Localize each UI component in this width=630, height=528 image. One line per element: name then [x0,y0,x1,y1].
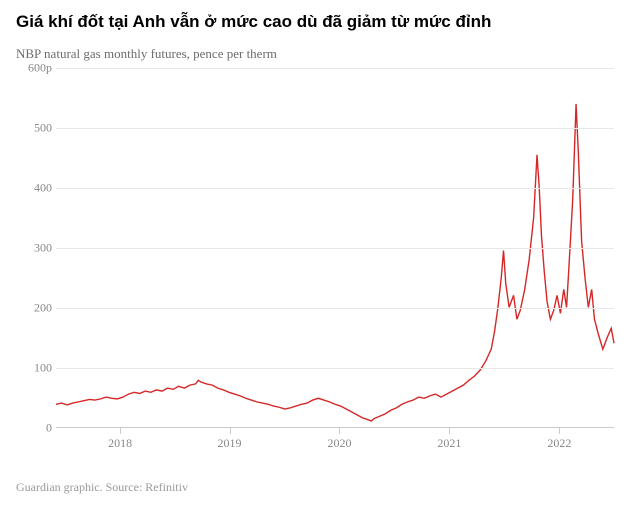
y-tick-label: 500 [34,121,52,136]
x-tick-line [449,428,450,434]
x-tick-line [230,428,231,434]
plot-area [56,68,614,428]
y-tick-label: 400 [34,181,52,196]
x-tick-line [559,428,560,434]
chart-title: Giá khí đốt tại Anh vẫn ở mức cao dù đã … [16,12,614,32]
gridline [56,308,614,309]
y-tick-label: 100 [34,361,52,376]
chart-container: 0100200300400500600p 2018201920202021202… [16,68,614,468]
series-path [56,104,614,421]
gridline [56,68,614,69]
x-tick-line [120,428,121,434]
gridline [56,188,614,189]
chart-footer: Guardian graphic. Source: Refinitiv [16,480,614,495]
y-tick-label: 600p [28,61,52,76]
y-tick-label: 0 [46,421,52,436]
x-tick-label: 2020 [327,436,351,451]
x-tick-label: 2022 [547,436,571,451]
gridline [56,248,614,249]
x-tick-label: 2019 [218,436,242,451]
y-tick-label: 300 [34,241,52,256]
y-axis: 0100200300400500600p [16,68,56,428]
x-axis: 2018 2019 2020 2021 2022 [56,428,614,452]
x-tick-line [339,428,340,434]
x-tick-label: 2018 [108,436,132,451]
gridline [56,128,614,129]
gridline [56,368,614,369]
chart-subtitle: NBP natural gas monthly futures, pence p… [16,46,614,62]
y-tick-label: 200 [34,301,52,316]
x-tick-label: 2021 [437,436,461,451]
